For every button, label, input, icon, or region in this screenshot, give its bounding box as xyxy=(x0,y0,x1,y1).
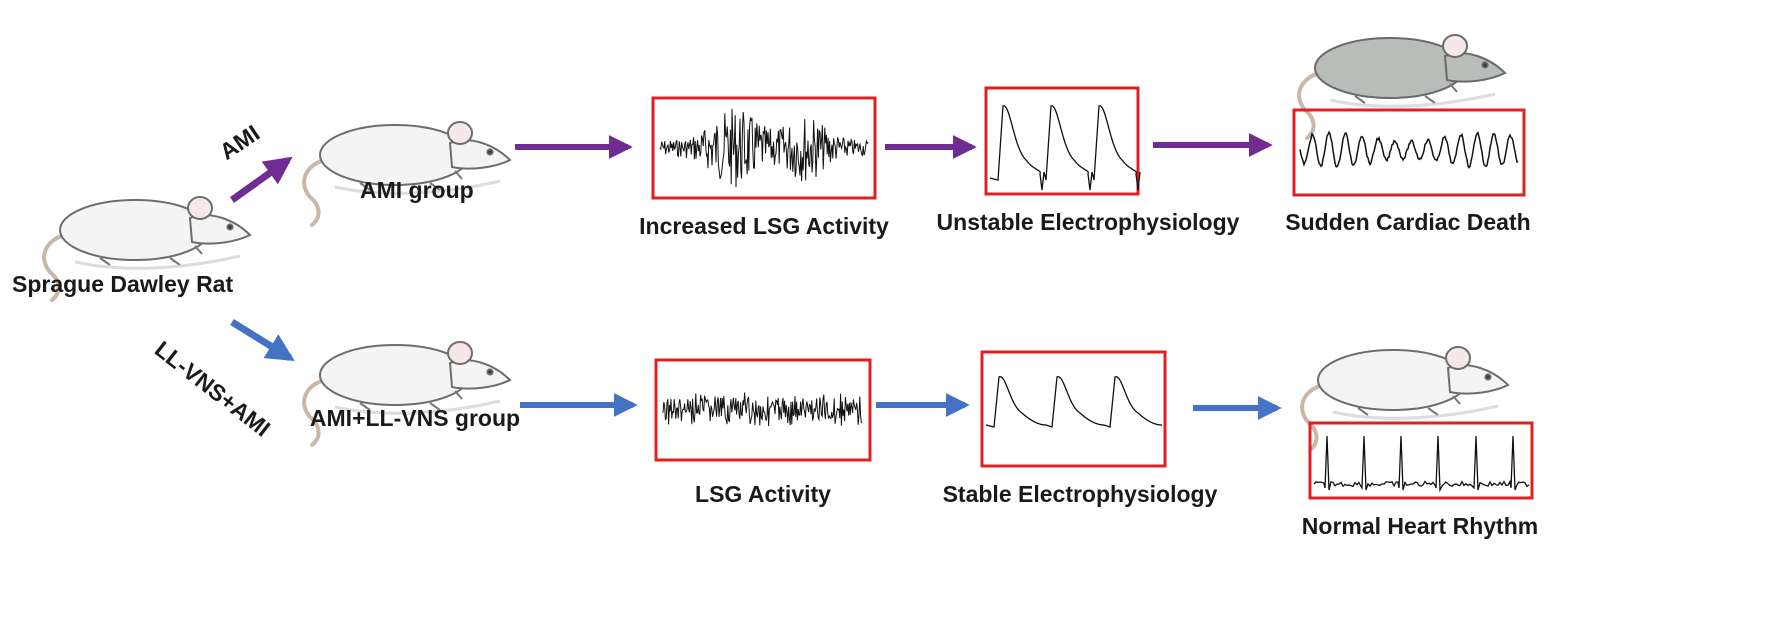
ami-group-label: AMI group xyxy=(360,177,474,203)
increased-lsg-trace xyxy=(659,108,869,188)
top-activity-label: Increased LSG Activity xyxy=(639,213,889,239)
top-ep-box xyxy=(984,86,1140,196)
stable-ep-trace xyxy=(985,376,1163,428)
ami-group-rat-icon xyxy=(302,120,512,227)
bottom-outcome-label: Normal Heart Rhythm xyxy=(1301,513,1539,539)
top-ep-label: Unstable Electrophysiology xyxy=(936,209,1240,235)
bottom-ep-label: Stable Electrophysiology xyxy=(942,481,1218,507)
bottom-activity-box xyxy=(654,358,872,462)
top-outcome-label: Sudden Cardiac Death xyxy=(1285,209,1531,235)
vns-arrow xyxy=(230,319,295,361)
bottom-activity-label: LSG Activity xyxy=(695,481,831,507)
top-activity-box xyxy=(651,96,877,200)
normal-ecg-trace xyxy=(1313,435,1530,493)
unstable-ep-trace xyxy=(989,105,1141,191)
bottom-outcome-box xyxy=(1308,421,1534,500)
lsg-trace xyxy=(662,392,862,427)
top-outcome-box xyxy=(1292,108,1526,197)
ami-arrow xyxy=(229,156,293,203)
start-label: Sprague Dawley Rat xyxy=(12,271,234,297)
grey-rat-icon xyxy=(1297,33,1507,140)
vns-group-label: AMI+LL-VNS group xyxy=(309,405,521,431)
bottom-ep-box xyxy=(980,350,1167,468)
sudden-death-ecg-trace xyxy=(1299,130,1519,169)
normal-rat-icon xyxy=(1300,345,1510,452)
